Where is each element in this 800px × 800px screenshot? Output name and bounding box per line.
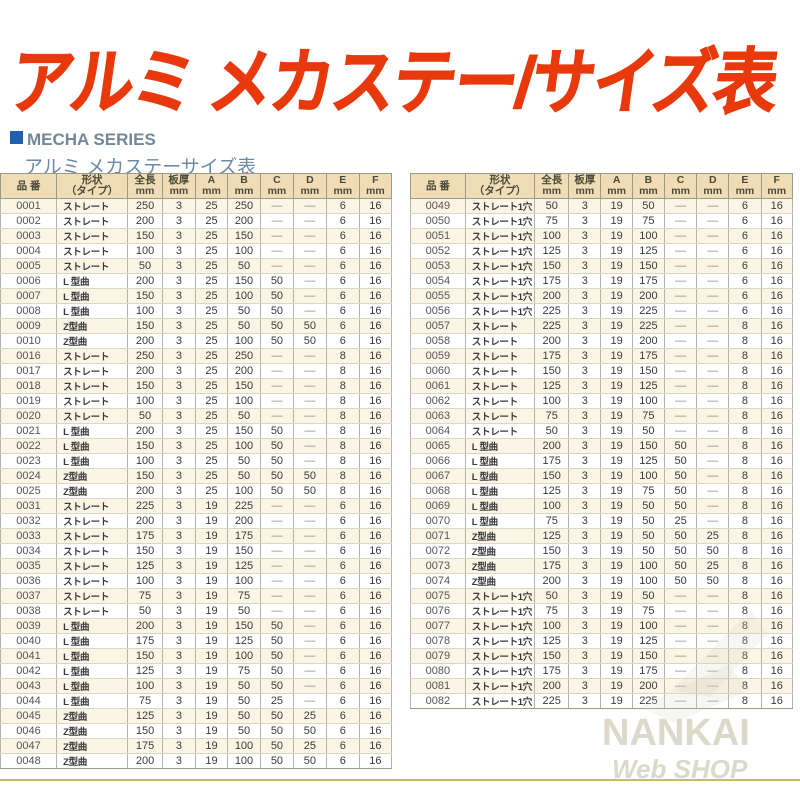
svg-text:NANKAI: NANKAI	[602, 712, 750, 754]
